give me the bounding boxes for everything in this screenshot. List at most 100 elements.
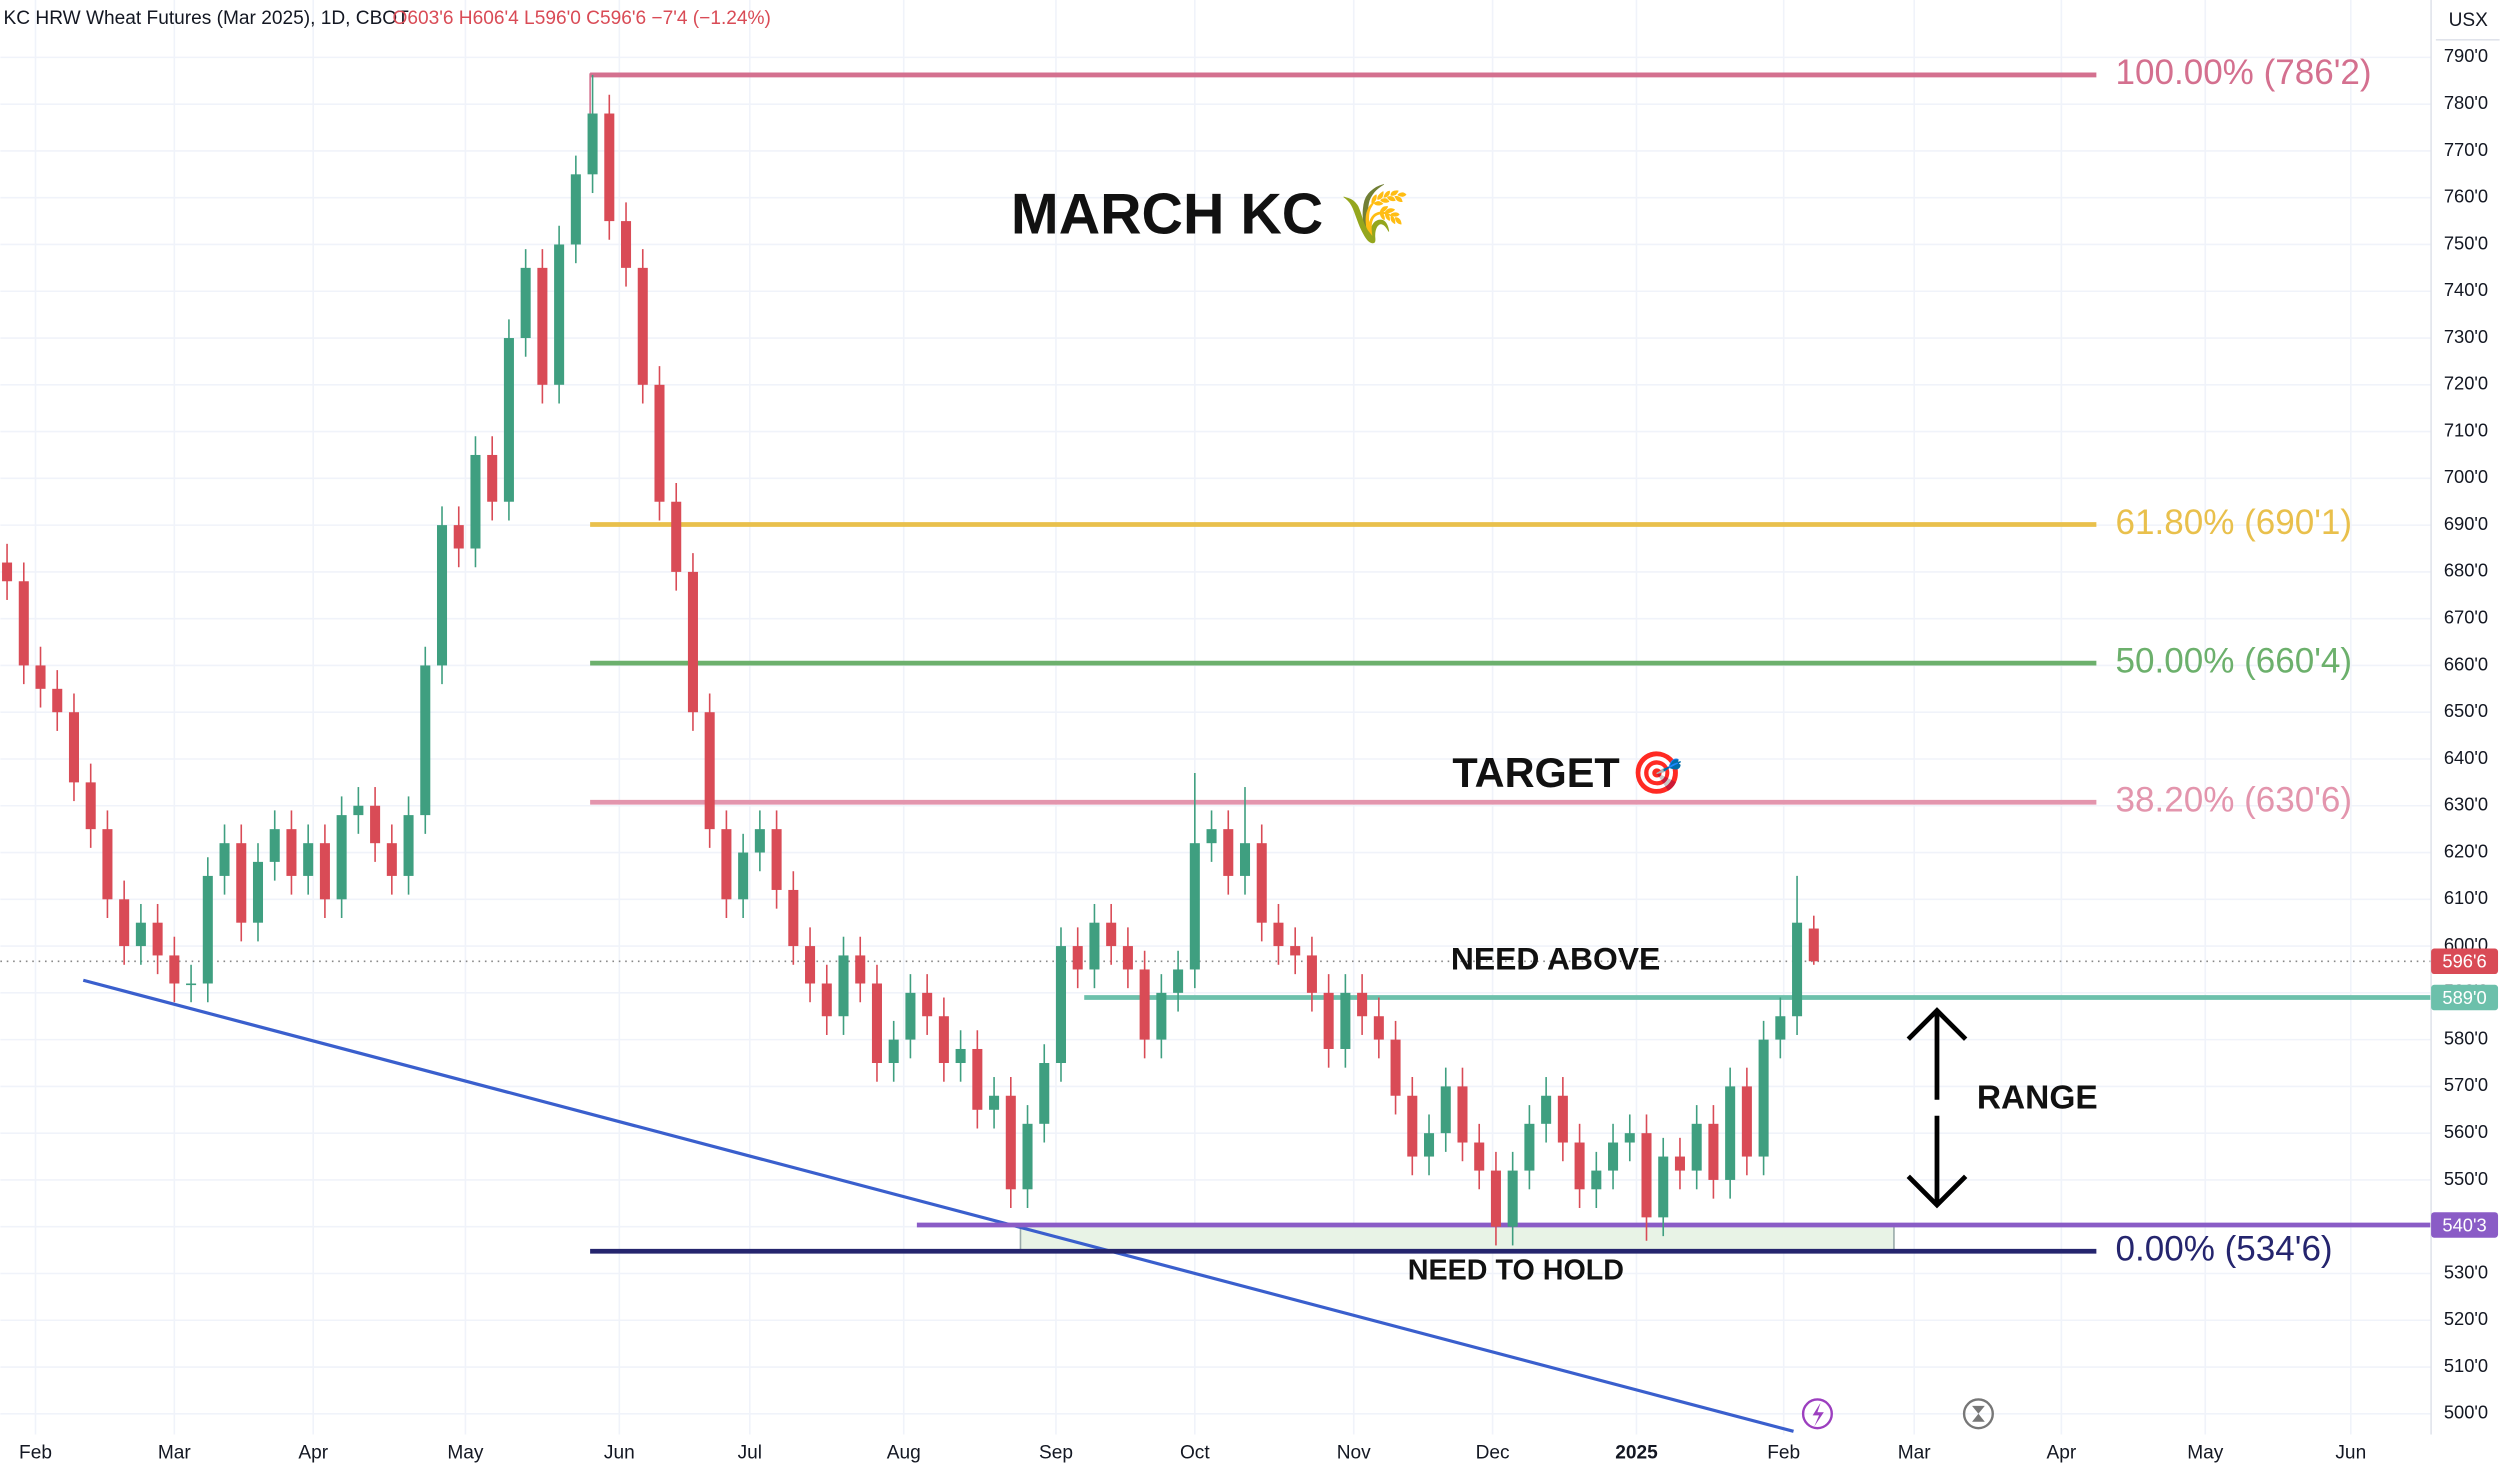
- candle-body: [821, 983, 832, 1017]
- x-tick-label: Jul: [738, 1443, 762, 1464]
- candle-body: [721, 829, 732, 900]
- y-tick-label: 700'0: [2444, 466, 2488, 487]
- candle-body: [1490, 1170, 1501, 1227]
- y-tick-label: 550'0: [2444, 1168, 2488, 1189]
- y-tick-label: 660'0: [2444, 653, 2488, 674]
- x-tick-label: Feb: [1767, 1443, 1800, 1464]
- candle-body: [470, 454, 481, 549]
- x-tick-label: Jun: [2335, 1443, 2366, 1464]
- fib-label: 100.00% (786'2): [2115, 53, 2371, 92]
- candle-body: [119, 899, 130, 947]
- y-tick-label: 510'0: [2444, 1355, 2488, 1376]
- candle-body: [637, 267, 648, 385]
- y-tick-label: 780'0: [2444, 92, 2488, 113]
- candle-body: [905, 992, 916, 1040]
- candle-body: [1725, 1086, 1736, 1180]
- x-tick-label: Apr: [2047, 1443, 2077, 1464]
- y-tick-label: 670'0: [2444, 607, 2488, 628]
- annotation-need-above: NEED ABOVE: [1451, 941, 1660, 977]
- price-badge: [2431, 1212, 2499, 1238]
- candle-body: [1808, 928, 1819, 962]
- candle-body: [687, 571, 698, 713]
- candle-body: [487, 454, 498, 502]
- y-tick-label: 690'0: [2444, 513, 2488, 534]
- y-tick-label: 770'0: [2444, 139, 2488, 160]
- ohlc: O603'6 H606'4 L596'0 C596'6 −7'4 (−1.24%…: [392, 8, 770, 29]
- candle-body: [871, 983, 882, 1064]
- candle-body: [1373, 1016, 1384, 1040]
- candle-body: [1608, 1142, 1619, 1171]
- candle-body: [420, 665, 431, 816]
- candle-body: [453, 525, 464, 549]
- candle-body: [1624, 1133, 1635, 1143]
- candle-body: [1474, 1142, 1485, 1171]
- x-tick-label: May: [447, 1443, 484, 1464]
- candle-body: [18, 581, 29, 666]
- candle-body: [1792, 922, 1803, 1017]
- fib-label: 0.00% (534'6): [2115, 1230, 2332, 1269]
- candle-body: [1055, 946, 1067, 1064]
- candle-body: [1641, 1133, 1652, 1218]
- candle-body: [1156, 992, 1167, 1040]
- candle-body: [955, 1048, 966, 1064]
- candle-body: [1089, 922, 1100, 970]
- y-tick-label: 730'0: [2444, 326, 2488, 347]
- candle-body: [1557, 1095, 1568, 1143]
- candle-body: [219, 843, 230, 876]
- x-tick-label: Mar: [1898, 1443, 1932, 1464]
- candle-body: [1173, 969, 1184, 993]
- candle-body: [922, 992, 933, 1017]
- x-tick-label: Feb: [19, 1443, 52, 1464]
- candle-body: [1407, 1095, 1418, 1157]
- y-tick-label: 680'0: [2444, 560, 2488, 581]
- y-tick-label: 520'0: [2444, 1308, 2488, 1329]
- y-tick-label: 500'0: [2444, 1402, 2488, 1423]
- candle-body: [1357, 992, 1368, 1017]
- y-tick-label: 750'0: [2444, 232, 2488, 253]
- candle-body: [102, 829, 113, 900]
- candle-body: [754, 829, 765, 853]
- candle-body: [1457, 1086, 1468, 1143]
- candle-body: [202, 875, 213, 984]
- candle-body: [1541, 1095, 1552, 1124]
- candle-body: [738, 852, 749, 900]
- x-tick-label: Sep: [1039, 1443, 1073, 1464]
- annotation-need-to-hold: NEED TO HOLD: [1408, 1255, 1624, 1287]
- candle-body: [436, 525, 448, 666]
- candle-body: [1591, 1170, 1602, 1190]
- fib-label: 38.20% (630'6): [2115, 781, 2352, 820]
- x-tick-label: Apr: [298, 1443, 328, 1464]
- candle-body: [771, 829, 782, 890]
- candle-body: [1106, 922, 1117, 947]
- candle-body: [788, 889, 799, 947]
- unit: USX: [2449, 10, 2489, 31]
- y-tick-label: 640'0: [2444, 747, 2488, 768]
- candle-body: [1741, 1086, 1752, 1157]
- range-arrow: [1906, 1007, 1968, 1209]
- price-badge-label: 540'3: [2442, 1214, 2486, 1235]
- candles: [2, 74, 1819, 1246]
- candle-body: [2, 562, 13, 582]
- y-tick-label: 620'0: [2444, 840, 2488, 861]
- candle-body: [403, 815, 414, 876]
- y-tick-label: 580'0: [2444, 1027, 2488, 1048]
- candle-body: [1039, 1063, 1050, 1124]
- candle-body: [1189, 843, 1200, 970]
- candle-body: [1574, 1142, 1585, 1190]
- candle-body: [520, 267, 531, 339]
- price-badge-label: 596'6: [2442, 951, 2486, 972]
- candle-body: [1122, 946, 1133, 970]
- candle-body: [587, 113, 598, 175]
- candle-body: [336, 815, 347, 900]
- fib-label: 50.00% (660'4): [2115, 641, 2352, 680]
- candle-body: [1256, 843, 1267, 923]
- candle-body: [236, 843, 247, 923]
- y-tick-label: 790'0: [2444, 45, 2488, 66]
- candle-body: [186, 983, 197, 986]
- levels: 100.00% (786'2) 61.80% (690'1) 50.00% (660…: [0, 53, 2432, 1269]
- candle-body: [1691, 1123, 1702, 1171]
- trend-line: [82, 978, 1794, 1433]
- y-tick-label: 710'0: [2444, 419, 2488, 440]
- price-badge: [2431, 948, 2499, 975]
